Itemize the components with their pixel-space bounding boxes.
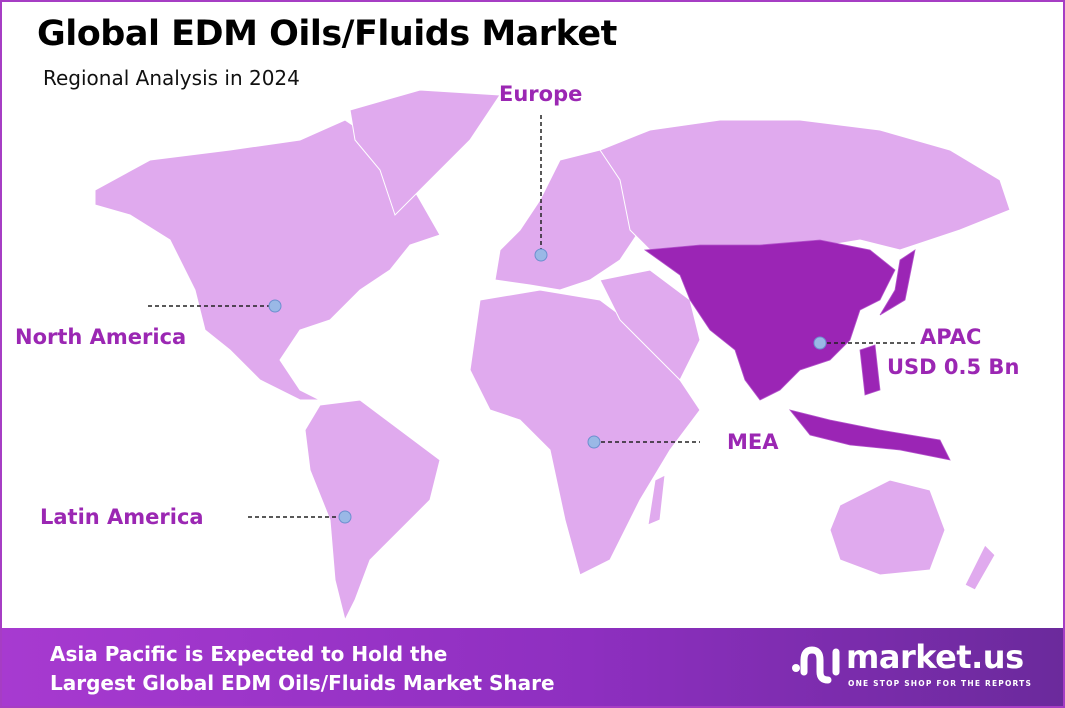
mea-marker (587, 435, 601, 449)
footer-text: Asia Pacific is Expected to Hold the Lar… (50, 640, 555, 698)
footer-line-2: Largest Global EDM Oils/Fluids Market Sh… (50, 671, 555, 695)
europe-marker (534, 248, 548, 262)
latin-america-marker (338, 510, 352, 524)
middle-east-shape (599, 269, 701, 381)
label-latin-america: Latin America (40, 505, 204, 529)
indonesia-shape (788, 409, 951, 461)
label-apac-value: USD 0.5 Bn (887, 355, 1020, 379)
page-subtitle: Regional Analysis in 2024 (43, 66, 300, 90)
south-america-shape (304, 399, 441, 622)
label-mea: MEA (727, 430, 779, 454)
greenland-shape (349, 89, 501, 216)
australia-shape (829, 479, 946, 576)
apac-marker (813, 336, 827, 350)
logo-word: market.us (846, 638, 1024, 676)
apac-shape (643, 239, 896, 401)
logo-tagline: ONE STOP SHOP FOR THE REPORTS (848, 679, 1033, 688)
label-europe: Europe (499, 82, 583, 106)
north-america-shape (94, 119, 441, 401)
philippines-shape (859, 344, 881, 396)
north-america-marker (268, 299, 282, 313)
newzealand-shape (964, 544, 996, 591)
footer-line-1: Asia Pacific is Expected to Hold the (50, 642, 448, 666)
russia-shape (599, 119, 1011, 251)
label-north-america: North America (15, 325, 187, 349)
page-title: Global EDM Oils/Fluids Market (37, 14, 617, 54)
label-apac: APAC (920, 325, 982, 349)
footer-banner: Asia Pacific is Expected to Hold the Lar… (2, 628, 1063, 706)
market-us-logo: market.us ONE STOP SHOP FOR THE REPORTS (790, 638, 1031, 692)
japan-shape (879, 249, 916, 316)
logo-mark-icon (792, 646, 840, 684)
madagascar-shape (647, 474, 666, 526)
